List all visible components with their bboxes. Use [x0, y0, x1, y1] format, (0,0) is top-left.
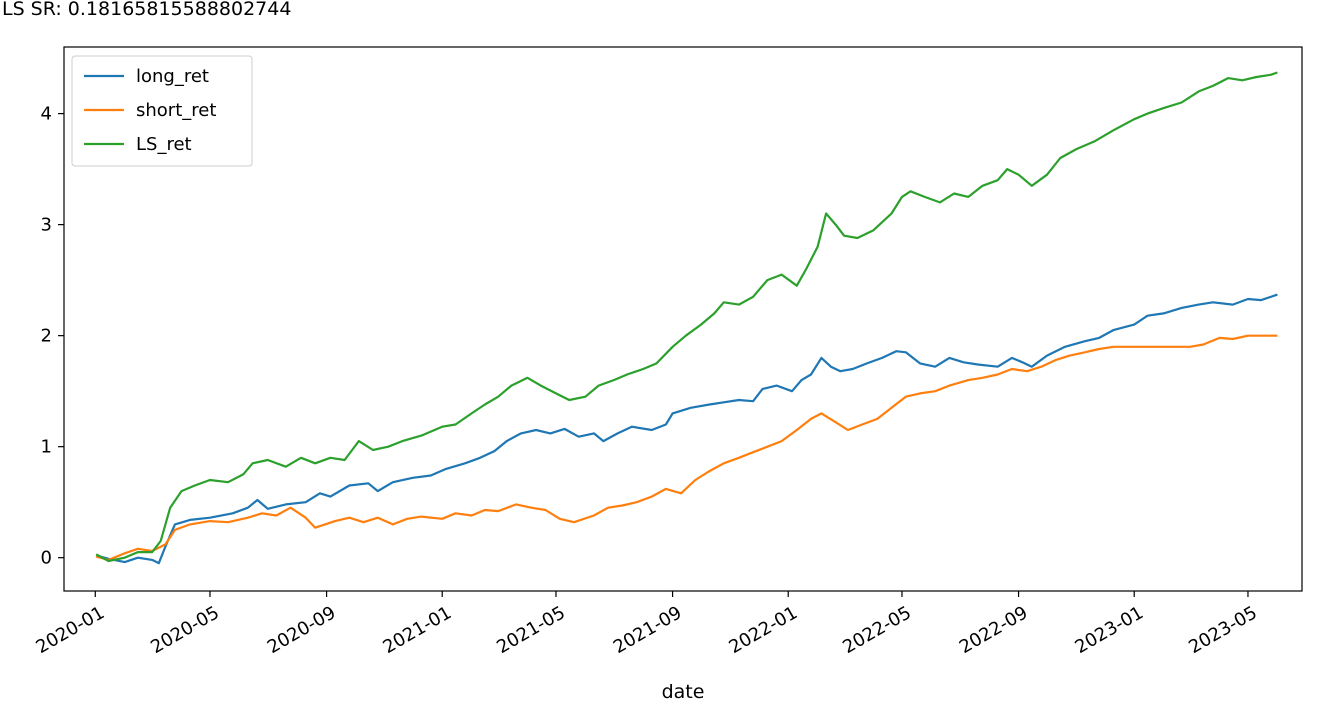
x-tick-label: 2021-01 — [379, 602, 455, 658]
x-tick-label: 2021-05 — [493, 602, 569, 658]
sr-output-text: LS SR: 0.18165815588802744 — [2, 0, 292, 20]
series-line-short-ret — [95, 334, 1278, 561]
series-line-LS-ret — [95, 71, 1278, 563]
x-tick-label: 2020-09 — [264, 602, 340, 658]
y-tick-label: 4 — [41, 104, 52, 125]
x-tick-label: 2022-09 — [956, 602, 1032, 658]
plot-lines — [95, 71, 1278, 565]
y-axis: 0 1 2 3 4 — [41, 104, 64, 569]
x-axis: 2020-01 2020-05 2020-09 2021-01 2021-05 2021-… — [33, 591, 1261, 658]
x-tick-label: 2020-01 — [33, 602, 109, 658]
x-tick-label: 2023-01 — [1071, 602, 1147, 658]
legend-frame — [71, 55, 253, 167]
y-tick-label: 3 — [41, 215, 52, 236]
x-tick-label: 2022-05 — [839, 602, 915, 658]
legend-label-long-ret: long_ret — [136, 66, 209, 87]
x-tick-label: 2020-05 — [147, 602, 223, 658]
y-tick-label: 1 — [41, 437, 52, 458]
x-tick-label: 2023-05 — [1185, 602, 1261, 658]
series-line-long-ret — [95, 293, 1278, 565]
y-tick-label: 0 — [41, 548, 52, 569]
legend-label-short-ret: short_ret — [136, 100, 216, 121]
legend-label-LS-ret: LS_ret — [136, 134, 192, 155]
x-tick-label: 2022-01 — [725, 602, 801, 658]
plot-frame — [63, 46, 1303, 592]
y-tick-label: 2 — [41, 326, 52, 347]
legend: long_ret short_ret LS_ret — [71, 55, 253, 167]
x-axis-label: date — [662, 681, 705, 703]
x-tick-label: 2021-09 — [610, 602, 686, 658]
